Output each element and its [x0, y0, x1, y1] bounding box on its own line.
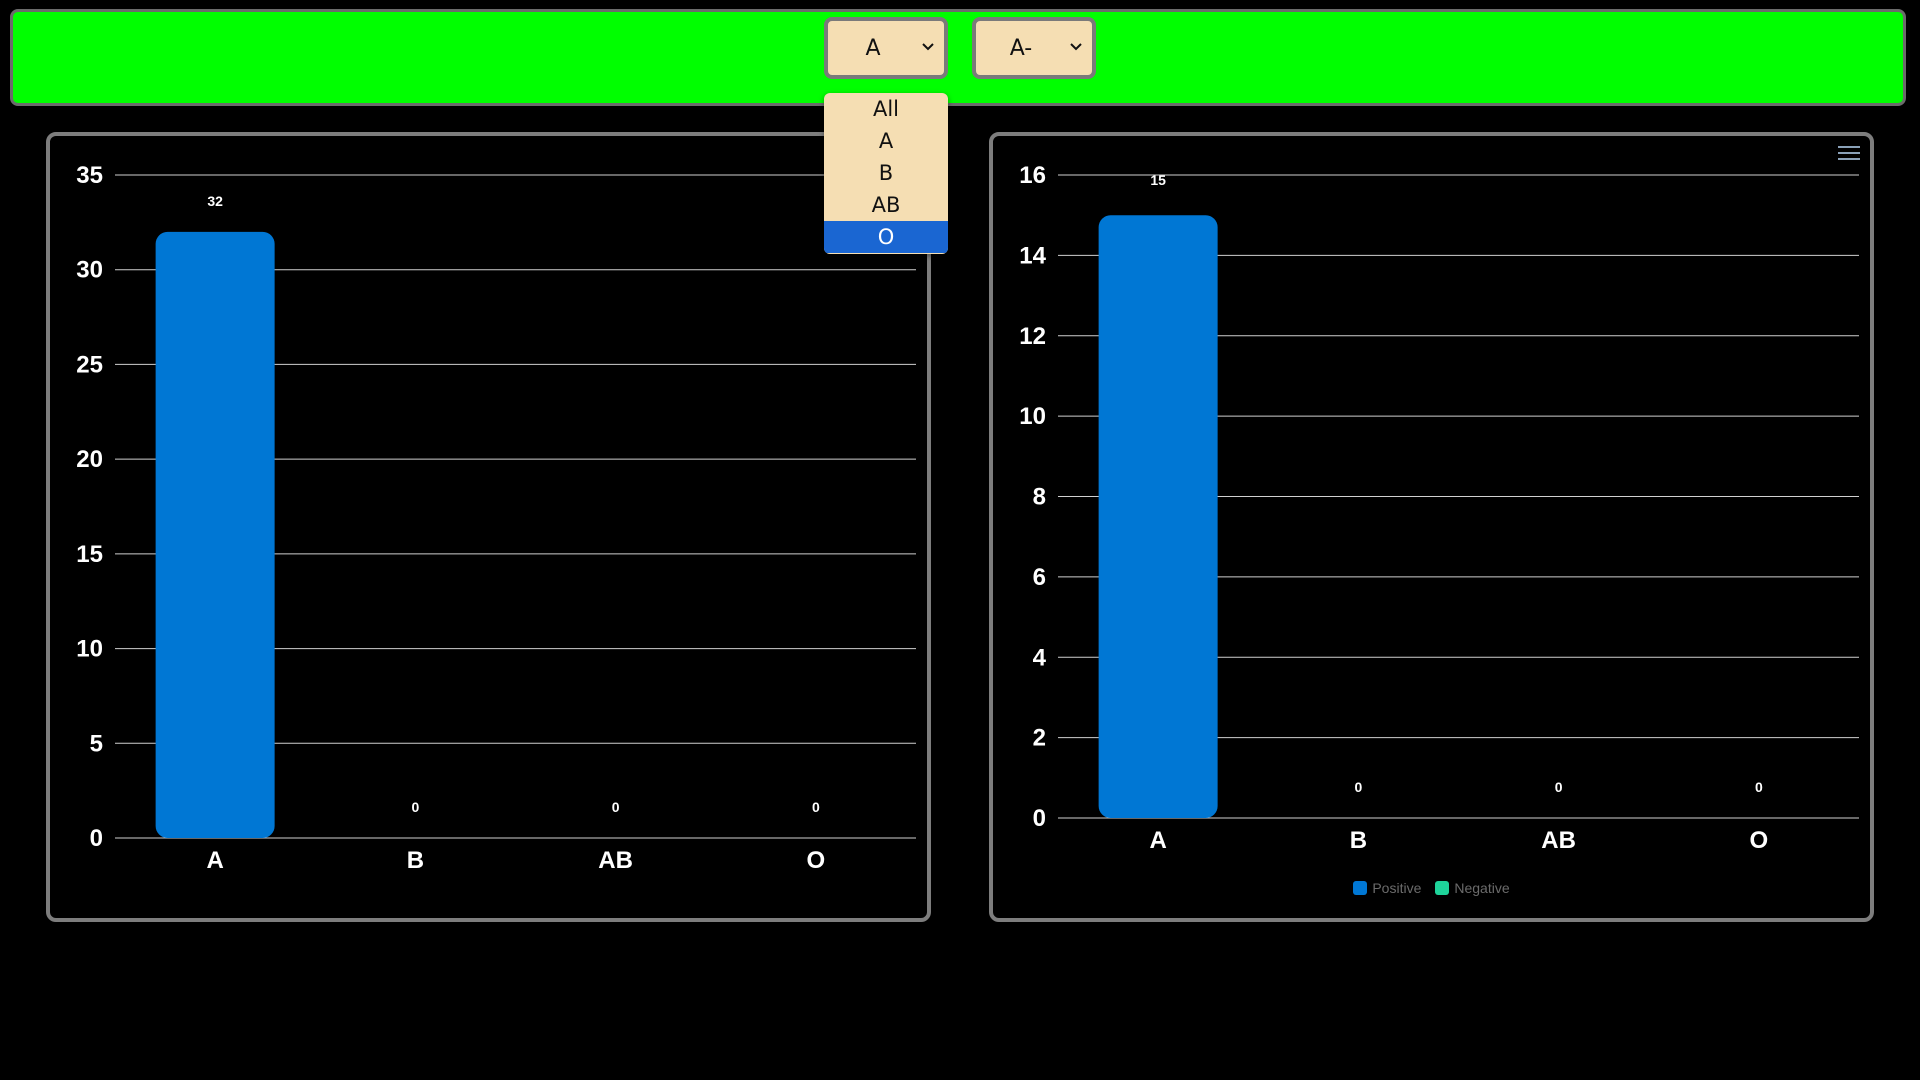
- y-tick-label: 0: [1033, 805, 1046, 832]
- y-tick-label: 30: [76, 257, 103, 284]
- chevron-down-icon: [922, 43, 934, 51]
- y-tick-label: 6: [1033, 564, 1046, 591]
- y-tick-label: 14: [1019, 242, 1046, 269]
- legend-item-positive[interactable]: Positive: [1353, 880, 1421, 896]
- y-tick-label: 10: [76, 636, 103, 663]
- y-tick-label: 35: [76, 162, 103, 189]
- blood-type-select[interactable]: A-: [972, 17, 1096, 79]
- legend-item-negative[interactable]: Negative: [1435, 880, 1510, 896]
- chart-panel-left: 0 5 10 15 20 25 30 35 32 A 0 B 0 AB 0 O: [46, 132, 931, 922]
- dropdown-option[interactable]: AB: [871, 193, 901, 217]
- y-tick-label: 12: [1019, 323, 1046, 350]
- x-tick-label: B: [407, 847, 424, 874]
- x-tick-label: A: [206, 847, 223, 874]
- y-tick-label: 4: [1033, 644, 1047, 671]
- blood-type-select-value: A-: [1009, 35, 1033, 61]
- data-label: 0: [1755, 779, 1763, 795]
- blood-group-select[interactable]: A: [824, 17, 948, 79]
- x-tick-label: A: [1149, 827, 1166, 854]
- data-label: 0: [1555, 779, 1563, 795]
- filter-bar: [10, 9, 1906, 106]
- legend-label-negative: Negative: [1454, 880, 1510, 896]
- y-tick-label: 5: [90, 730, 103, 757]
- legend-swatch-negative: [1435, 881, 1450, 895]
- y-tick-label: 0: [90, 825, 103, 852]
- dropdown-option[interactable]: B: [878, 161, 894, 185]
- y-tick-label: 8: [1033, 484, 1046, 511]
- bar-a[interactable]: [1098, 215, 1218, 818]
- data-label: 15: [1150, 172, 1166, 188]
- y-tick-label: 10: [1019, 403, 1046, 430]
- chevron-down-icon: [1070, 43, 1082, 51]
- chart-legend: Positive Negative: [993, 880, 1870, 896]
- legend-label-positive: Positive: [1372, 880, 1422, 896]
- chart-left: 0 5 10 15 20 25 30 35 32 A 0 B 0 AB 0 O: [76, 162, 916, 874]
- dropdown-option[interactable]: A: [878, 129, 894, 153]
- dropdown-option[interactable]: All: [872, 97, 900, 121]
- y-tick-label: 25: [76, 351, 103, 378]
- y-tick-label: 20: [76, 446, 103, 473]
- data-label: 0: [612, 799, 620, 815]
- x-tick-label: AB: [1541, 827, 1576, 854]
- x-tick-label: AB: [598, 847, 633, 874]
- x-tick-label: B: [1350, 827, 1367, 854]
- dropdown-option-highlighted[interactable]: O: [824, 221, 948, 253]
- y-tick-label: 16: [1019, 162, 1046, 189]
- menu-icon[interactable]: [1838, 146, 1860, 162]
- chart-panel-right: 0 2 4 6 8 10 12 14 16 15 A 0 B 0 AB 0 O Positive Negativ…: [989, 132, 1874, 922]
- blood-group-dropdown: All A B AB O: [824, 93, 948, 254]
- data-label: 32: [207, 193, 223, 209]
- bar-a[interactable]: [155, 231, 275, 838]
- data-label: 0: [812, 799, 820, 815]
- y-tick-label: 2: [1033, 725, 1046, 752]
- x-tick-label: O: [1750, 827, 1769, 854]
- data-label: 0: [411, 799, 419, 815]
- blood-group-select-value: A: [865, 35, 881, 61]
- x-tick-label: O: [807, 847, 826, 874]
- data-label: 0: [1354, 779, 1362, 795]
- legend-swatch-positive: [1353, 881, 1368, 895]
- y-tick-label: 15: [76, 541, 103, 568]
- chart-right: 0 2 4 6 8 10 12 14 16 15 A 0 B 0 AB 0 O: [1019, 162, 1859, 854]
